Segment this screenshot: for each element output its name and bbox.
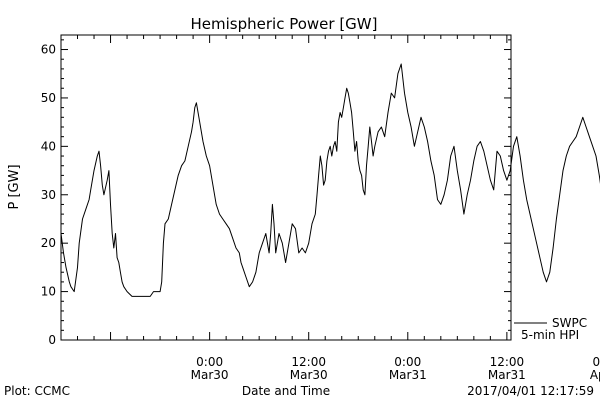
plot-credit: Plot: CCMC bbox=[4, 384, 70, 398]
x-axis: 0:00Mar3012:00Mar300:00Mar3112:00Mar310:… bbox=[60, 35, 600, 382]
series-layer bbox=[60, 63, 600, 297]
series-line-swpc bbox=[60, 63, 600, 297]
y-axis-label: P [GW] bbox=[7, 164, 22, 209]
plot-timestamp: 2017/04/01 12:17:59 bbox=[467, 384, 594, 398]
y-tick-label: 10 bbox=[41, 285, 56, 299]
x-axis-label: Date and Time bbox=[242, 384, 330, 398]
y-tick-label: 40 bbox=[41, 139, 56, 153]
x-tick-label-time: 0:00 bbox=[394, 355, 421, 369]
legend-swpc-label: SWPC bbox=[552, 316, 587, 330]
chart-title: Hemispheric Power [GW] bbox=[191, 15, 378, 33]
y-tick-label: 50 bbox=[41, 91, 56, 105]
legend: SWPC 5-min HPI bbox=[514, 316, 587, 342]
x-tick-label-time: 0:00 bbox=[592, 355, 600, 369]
x-tick-label-time: 12:00 bbox=[490, 355, 525, 369]
x-tick-label-date: Mar31 bbox=[488, 368, 526, 382]
x-tick-label-date: Apr 1 bbox=[590, 368, 600, 382]
y-axis: 0 10 20 30 40 50 60 bbox=[41, 39, 511, 347]
x-tick-label-time: 0:00 bbox=[196, 355, 223, 369]
y-tick-label: 20 bbox=[41, 236, 56, 250]
y-tick-label: 30 bbox=[41, 188, 56, 202]
x-tick-label-time: 12:00 bbox=[291, 355, 326, 369]
x-tick-label-date: Mar30 bbox=[290, 368, 328, 382]
plot-area-frame bbox=[60, 34, 512, 341]
x-tick-label-date: Mar30 bbox=[191, 368, 229, 382]
legend-hpi-label: 5-min HPI bbox=[521, 328, 579, 342]
y-tick-label: 0 bbox=[48, 333, 56, 347]
x-tick-label-date: Mar31 bbox=[389, 368, 427, 382]
y-tick-label: 60 bbox=[41, 43, 56, 57]
